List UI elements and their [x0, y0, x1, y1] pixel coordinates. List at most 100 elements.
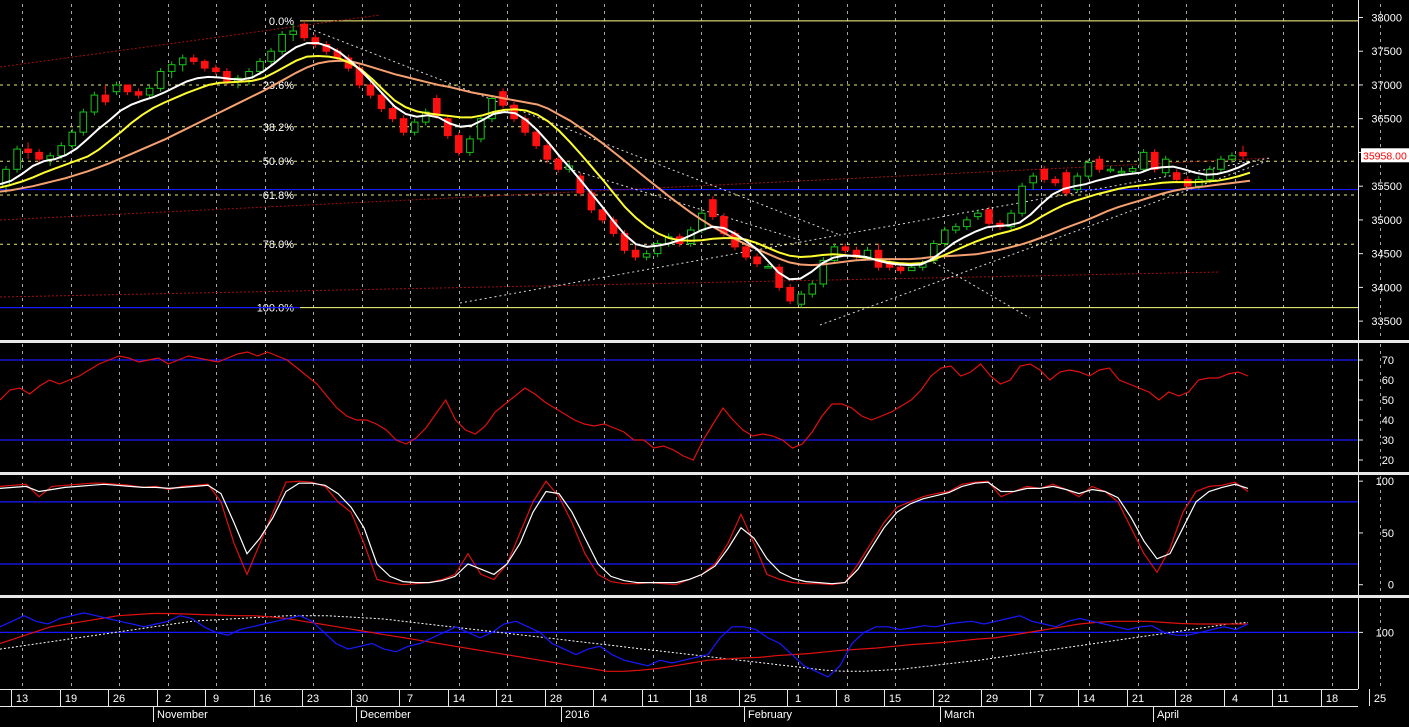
candle-down — [532, 131, 541, 147]
month-label: 2016 — [565, 709, 589, 721]
candle-down — [1239, 151, 1247, 157]
candle-up — [156, 71, 165, 89]
candle-up — [653, 243, 662, 255]
candle-up — [57, 145, 66, 157]
candle-up — [819, 259, 828, 285]
candle-up — [68, 131, 77, 147]
price-tick-label: 37500 — [1371, 46, 1402, 58]
candle-down — [399, 118, 408, 133]
rsi-tick-label: 50 — [1382, 395, 1394, 407]
candle-up — [941, 229, 949, 244]
candle-down — [201, 60, 209, 69]
day-tick-label: 28 — [550, 693, 562, 705]
candle-down — [554, 158, 563, 170]
day-tick-label: 7 — [1038, 693, 1044, 705]
day-tick-label: 26 — [113, 693, 125, 705]
candle-down — [35, 151, 43, 160]
candle-up — [79, 111, 88, 133]
trend-line — [459, 157, 1271, 304]
candle-down — [455, 135, 463, 154]
day-tick-label: 11 — [1277, 693, 1288, 705]
candle-up — [278, 33, 286, 52]
candle-down — [841, 246, 850, 251]
day-tick-label: 29 — [986, 693, 998, 705]
candle-down — [1051, 178, 1060, 184]
rsi-tick-label: 60 — [1382, 375, 1394, 387]
day-tick-label: 18 — [1326, 693, 1338, 705]
month-label: November — [157, 709, 208, 721]
candle-up — [1029, 175, 1038, 184]
price-tick-label: 34500 — [1371, 249, 1402, 261]
ma-fast-line — [0, 42, 1251, 281]
rsi-tick-label: 40 — [1382, 415, 1394, 427]
candle-up — [488, 98, 496, 120]
price-tick-label: 35000 — [1371, 215, 1402, 227]
candle-down — [1150, 151, 1159, 170]
price-tick-label: 33500 — [1371, 316, 1402, 328]
candle-down — [300, 23, 308, 39]
candle-up — [1018, 185, 1026, 214]
day-tick-label: 21 — [501, 693, 513, 705]
day-tick-label: 23 — [307, 693, 319, 705]
candle-up — [1139, 151, 1148, 170]
last-price-tag — [1361, 148, 1409, 163]
month-label: February — [748, 709, 793, 721]
candle-up — [256, 60, 264, 73]
day-tick-label: 19 — [65, 693, 77, 705]
price-tick-label: 35500 — [1371, 181, 1402, 193]
candle-down — [433, 98, 441, 116]
candle-down — [896, 266, 905, 272]
day-tick-label: 22 — [938, 693, 950, 705]
rsi-tick-label: 30 — [1382, 435, 1394, 447]
month-label: December — [360, 709, 411, 721]
candle-up — [808, 283, 817, 295]
bottom-tick-label: 100 — [1376, 627, 1394, 639]
candle-down — [311, 37, 320, 45]
candle-up — [1128, 168, 1137, 172]
candle-up — [907, 266, 916, 272]
candle-up — [963, 219, 971, 228]
stoch-tick-label: 50 — [1382, 528, 1394, 540]
day-tick-label: 7 — [407, 693, 413, 705]
candle-up — [145, 87, 154, 96]
day-tick-label: 25 — [1374, 693, 1386, 705]
candle-down — [1062, 172, 1071, 194]
fib-level-label: 100.0% — [257, 303, 295, 315]
fib-level-label: 23.6% — [263, 80, 294, 92]
bottom-red-line — [0, 612, 1248, 672]
price-tick-label: 37000 — [1371, 80, 1402, 92]
rsi-tick-label: 70 — [1382, 355, 1394, 367]
day-tick-label: 8 — [844, 693, 850, 705]
candle-down — [190, 57, 198, 62]
candle-up — [1073, 175, 1082, 191]
candle-down — [123, 84, 132, 93]
stoch-d-line — [0, 481, 1249, 585]
panel-separator — [0, 472, 1409, 475]
day-tick-label: 9 — [213, 693, 219, 705]
stoch-tick-label: 100 — [1376, 476, 1394, 488]
candle-up — [112, 84, 121, 93]
candle-down — [775, 266, 783, 288]
panel-separator — [0, 595, 1409, 598]
month-label: March — [944, 709, 975, 721]
candle-up — [1217, 158, 1225, 170]
day-tick-label: 11 — [647, 693, 658, 705]
candle-down — [377, 94, 386, 110]
rsi-tick-label: 20 — [1382, 455, 1394, 467]
day-tick-label: 16 — [259, 693, 271, 705]
candle-up — [13, 148, 21, 170]
fib-level-label: 38.2% — [263, 122, 294, 134]
candle-down — [134, 91, 143, 96]
candle-up — [410, 121, 419, 133]
day-tick-label: 14 — [1083, 693, 1095, 705]
day-tick-label: 4 — [1232, 693, 1238, 705]
candle-up — [466, 138, 474, 153]
candle-down — [598, 209, 607, 221]
day-tick-label: 18 — [695, 693, 707, 705]
candle-down — [1095, 158, 1104, 170]
day-tick-label: 13 — [16, 693, 28, 705]
candle-down — [543, 145, 552, 160]
